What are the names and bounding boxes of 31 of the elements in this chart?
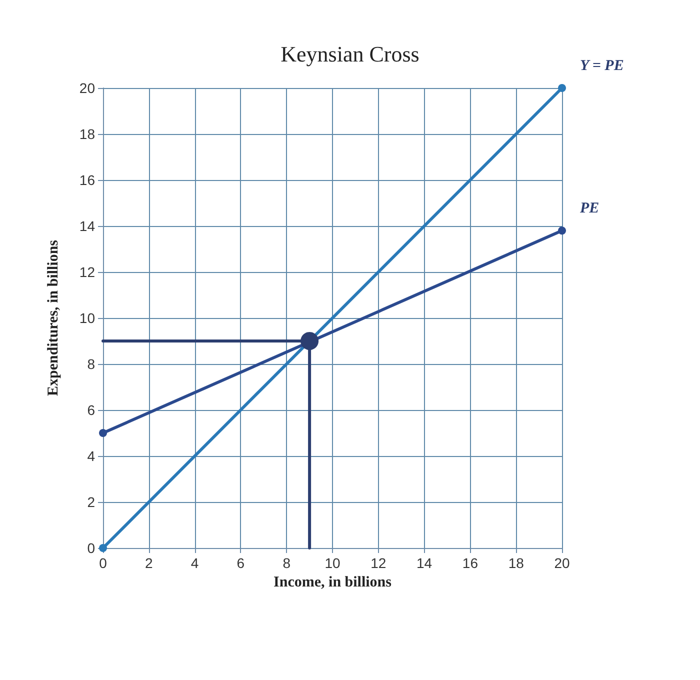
y-tick-label: 8 [87,356,96,372]
chart-title: Keynsian Cross [280,42,420,66]
x-tick-label: 18 [508,555,524,571]
x-tick-label: 14 [416,555,432,571]
x-tick-label: 12 [370,555,386,571]
point [558,84,566,92]
y-tick-label: 14 [79,218,96,234]
x-tick-label: 6 [236,555,245,571]
x-tick-label: 20 [554,555,570,571]
point [558,226,566,235]
series-label: PE [580,200,600,217]
y-tick-label: 18 [79,126,96,142]
y-tick-label: 0 [87,540,96,556]
x-tick-label: 16 [462,555,478,571]
series-label: Y = PE [580,58,624,74]
x-axis-title: Income, in billions [274,574,392,590]
y-tick-label: 20 [79,80,96,96]
point [99,429,107,437]
y-tick-label: 4 [87,448,96,464]
y-tick-label: 2 [87,494,96,510]
point [300,332,319,350]
x-tick-label: 0 [99,555,108,571]
x-tick-label: 4 [190,555,199,571]
y-tick-label: 16 [79,172,96,188]
y-tick-label: 6 [87,402,96,418]
y-tick-label: 12 [79,264,96,280]
y-axis-title: Expenditures, in billions [46,240,62,396]
x-tick-label: 2 [145,555,153,571]
x-tick-label: 10 [324,555,340,571]
y-tick-label: 10 [79,310,96,326]
x-tick-label: 8 [282,555,291,571]
